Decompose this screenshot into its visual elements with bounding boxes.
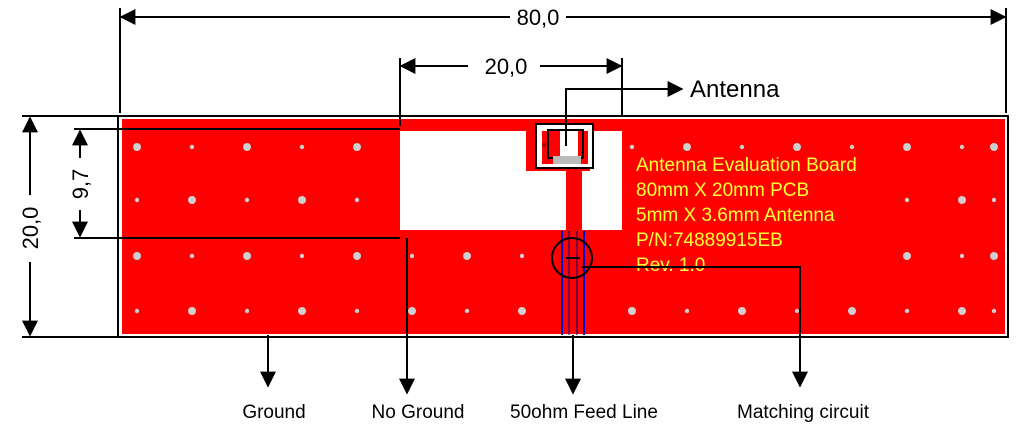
matching-circuit-marker	[551, 237, 593, 279]
via-dot	[683, 143, 691, 151]
dimension-no-ground-width: 20,0	[399, 54, 623, 126]
via-dot	[299, 253, 305, 259]
via-dot	[354, 308, 360, 314]
via-dot	[463, 252, 471, 260]
via-dot	[188, 307, 196, 315]
board-height-label: 20,0	[18, 207, 43, 250]
feed-line-callout: 50ohm Feed Line	[510, 335, 658, 423]
via-dot	[519, 253, 525, 259]
via-dot	[408, 307, 416, 315]
via-dot	[188, 196, 196, 204]
matching-circuit-callout-label: Matching circuit	[737, 402, 870, 423]
antenna-callout: Antenna	[565, 76, 780, 146]
board-text-line-5: Rev. 1.0	[636, 255, 705, 276]
via-dot	[958, 196, 966, 204]
dimension-board-width: 80,0	[119, 5, 1007, 113]
via-dot	[409, 253, 415, 259]
board-text-line-4: P/N:74889915EB	[636, 230, 783, 251]
antenna-callout-leader	[565, 81, 684, 146]
via-dot	[739, 144, 745, 150]
via-dot	[134, 197, 140, 203]
via-dot	[794, 308, 800, 314]
via-dot	[134, 308, 140, 314]
ground-callout-label: Ground	[242, 402, 305, 423]
via-dot	[903, 252, 911, 260]
via-dot	[464, 308, 470, 314]
board-silkscreen-text: Antenna Evaluation Board 80mm X 20mm PCB…	[636, 155, 857, 276]
no-ground-callout: No Ground	[372, 238, 465, 423]
via-dot	[958, 307, 966, 315]
via-dot	[629, 144, 635, 150]
via-dot	[793, 143, 801, 151]
via-dot	[133, 252, 141, 260]
no-ground-width-label: 20,0	[485, 54, 528, 79]
feed-line	[551, 231, 593, 335]
via-dot	[353, 252, 361, 260]
board-text-line-3: 5mm X 3.6mm Antenna	[636, 205, 835, 226]
antenna-callout-label: Antenna	[690, 76, 780, 103]
via-dot	[189, 253, 195, 259]
via-dot	[684, 308, 690, 314]
antenna-pad-left	[542, 131, 560, 164]
via-dot	[243, 252, 251, 260]
via-dot	[518, 307, 526, 315]
via-dot	[990, 252, 998, 260]
feed-line-trace	[566, 160, 582, 235]
via-dot	[243, 143, 251, 151]
via-dot	[353, 143, 361, 151]
feed-line-callout-label: 50ohm Feed Line	[510, 402, 658, 423]
via-dot	[244, 308, 250, 314]
via-dot	[354, 197, 360, 203]
board-text-line-1: Antenna Evaluation Board	[636, 155, 857, 176]
via-dot	[903, 143, 911, 151]
dimension-board-height: 20,0	[18, 115, 118, 338]
via-dot	[959, 253, 965, 259]
ground-callout: Ground	[242, 335, 306, 423]
board-text-line-2: 80mm X 20mm PCB	[636, 180, 809, 201]
via-dot	[991, 197, 997, 203]
no-ground-height-label: 9,7	[68, 169, 93, 200]
via-grid	[133, 143, 998, 315]
via-dot	[133, 143, 141, 151]
antenna-label-mark	[553, 156, 581, 164]
dimension-no-ground-height: 9,7	[68, 128, 400, 239]
via-dot	[991, 308, 997, 314]
via-dot	[628, 307, 636, 315]
via-dot	[959, 144, 965, 150]
matching-circuit-callout: Matching circuit	[582, 266, 870, 423]
via-dot	[244, 197, 250, 203]
via-dot	[904, 197, 910, 203]
matching-circuit-callout-leader	[582, 266, 808, 388]
via-dot	[849, 144, 855, 150]
board-width-label: 80,0	[517, 5, 560, 30]
via-dot	[299, 144, 305, 150]
via-dot	[298, 307, 306, 315]
via-dot	[990, 143, 998, 151]
antenna-chip	[535, 123, 594, 169]
via-dot	[904, 308, 910, 314]
antenna-pin1-dot	[542, 143, 546, 147]
via-dot	[848, 307, 856, 315]
via-dot	[189, 144, 195, 150]
no-ground-callout-label: No Ground	[372, 402, 465, 423]
via-dot	[738, 307, 746, 315]
via-dot	[298, 196, 306, 204]
